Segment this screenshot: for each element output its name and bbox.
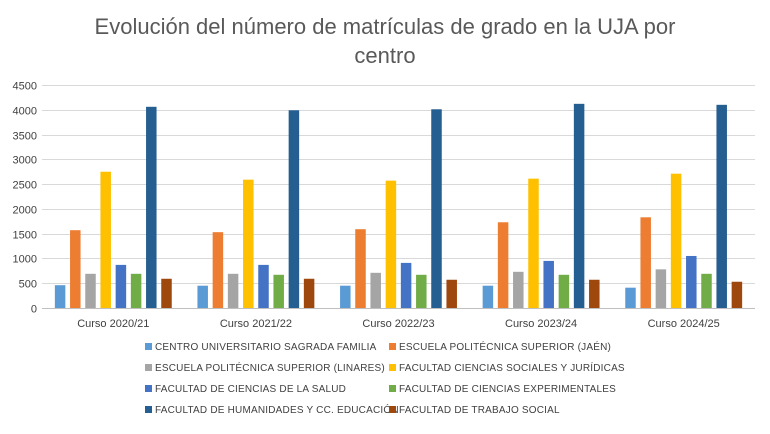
legend-label: FACULTAD DE HUMANIDADES Y CC. EDUCACIÓN	[155, 403, 399, 416]
legend-swatch	[389, 406, 396, 413]
legend-swatch	[145, 385, 152, 392]
bar	[416, 274, 427, 308]
legend-swatch	[389, 343, 396, 350]
x-tick-label: Curso 2024/25	[648, 318, 720, 330]
bar	[446, 279, 457, 308]
legend-label: FACULTAD DE CIENCIAS DE LA SALUD	[155, 384, 346, 395]
bar	[227, 273, 239, 308]
bar	[115, 264, 127, 308]
x-tick-label: Curso 2023/24	[505, 318, 577, 330]
y-tick-label: 2000	[13, 205, 37, 217]
bar	[258, 264, 269, 308]
chart-title-line-1: Evolución del número de matrículas de gr…	[95, 14, 676, 39]
bar	[100, 171, 111, 308]
bar	[716, 104, 727, 308]
legend-label: CENTRO UNIVERSITARIO SAGRADA FAMILIA	[155, 342, 377, 353]
y-axis: 0 500 1000 1500 2000 2500 3000 3500 4000 4500	[13, 81, 37, 316]
y-tick-label: 3500	[13, 131, 37, 143]
bar	[288, 110, 300, 309]
bar	[340, 285, 351, 308]
bar	[355, 229, 366, 308]
bar	[70, 230, 81, 308]
bar	[543, 260, 554, 308]
bar	[243, 179, 254, 308]
bar	[130, 273, 142, 308]
legend-label: FACULTAD DE CIENCIAS EXPERIMENTALES	[399, 384, 616, 395]
bar	[701, 273, 712, 308]
bar	[528, 178, 539, 308]
bar	[431, 109, 442, 308]
chart-title-line-2: centro	[354, 43, 415, 68]
bar	[212, 232, 224, 308]
bar	[640, 217, 651, 308]
bar	[731, 281, 743, 308]
bar	[161, 278, 172, 308]
bar	[400, 262, 412, 308]
bar	[482, 285, 494, 308]
legend-swatch	[145, 406, 152, 413]
bar	[573, 103, 585, 308]
legend: CENTRO UNIVERSITARIO SAGRADA FAMILIA ESCU…	[145, 340, 625, 416]
bar	[625, 287, 636, 308]
bar	[385, 180, 397, 308]
x-axis: Curso 2020/21 Curso 2021/22 Curso 2022/23 C…	[77, 318, 720, 330]
bar	[197, 285, 208, 308]
bar	[146, 106, 157, 308]
bar	[370, 272, 381, 308]
legend-swatch	[389, 364, 396, 371]
y-tick-label: 500	[19, 279, 37, 291]
legend-label: ESCUELA POLITÉCNICA SUPERIOR (JAÉN)	[399, 340, 611, 353]
y-tick-label: 2500	[13, 180, 37, 192]
y-tick-label: 4500	[13, 81, 37, 93]
legend-label: FACULTAD CIENCIAS SOCIALES Y JURÍDICAS	[399, 361, 625, 374]
y-tick-label: 3000	[13, 155, 37, 167]
bar	[273, 274, 284, 308]
y-tick-label: 0	[31, 304, 37, 316]
legend-label: FACULTAD DE TRABAJO SOCIAL	[399, 405, 560, 416]
x-tick-label: Curso 2020/21	[77, 318, 149, 330]
legend-swatch	[389, 385, 396, 392]
x-tick-label: Curso 2021/22	[220, 318, 292, 330]
bar	[558, 274, 570, 308]
legend-label: ESCUELA POLITÉCNICA SUPERIOR (LINARES)	[155, 361, 385, 374]
bar	[303, 278, 315, 308]
chart-title: Evolución del número de matrículas de gr…	[95, 14, 676, 68]
legend-swatch	[145, 364, 152, 371]
bar	[85, 273, 96, 308]
legend-swatch	[145, 343, 152, 350]
bar	[54, 285, 66, 308]
bar	[513, 271, 524, 308]
bar	[686, 255, 697, 308]
bar	[655, 269, 667, 308]
x-tick-label: Curso 2022/23	[362, 318, 434, 330]
bars	[54, 103, 743, 309]
gridlines	[42, 85, 755, 309]
bar	[589, 279, 600, 308]
y-tick-label: 1500	[13, 230, 37, 242]
y-tick-label: 1000	[13, 254, 37, 266]
bar	[497, 222, 509, 308]
bar	[670, 173, 682, 308]
y-tick-label: 4000	[13, 106, 37, 118]
